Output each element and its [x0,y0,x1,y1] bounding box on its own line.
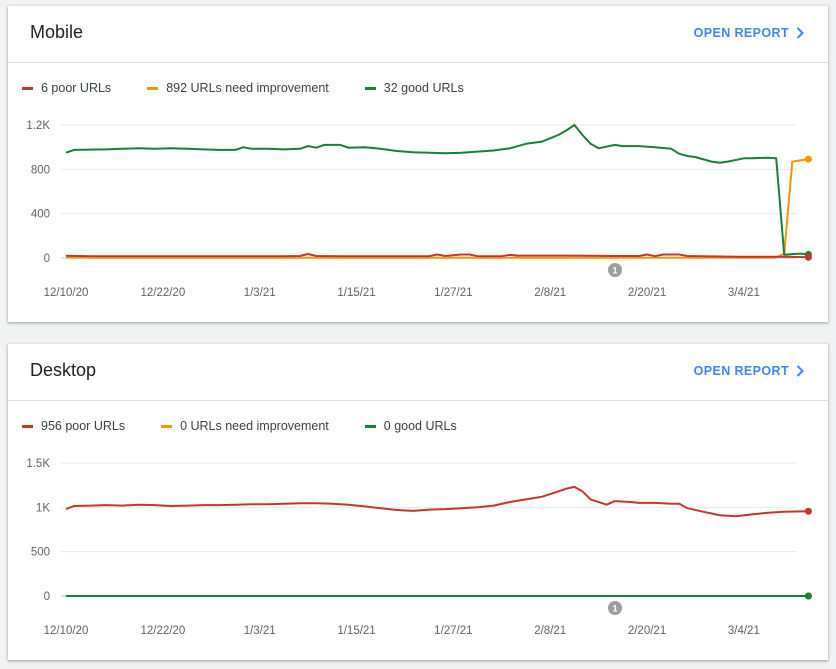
desktop-open-report-button[interactable]: OPEN REPORT [694,364,804,378]
mobile-line-chart: 0 400 800 1.2K 12/10/20 12/22/20 1/3/21 1/15/21… [26,120,812,299]
x-tick-label: 12/10/20 [44,625,89,637]
series-line-poor [65,253,809,259]
legend-label-poor: 956 poor URLs [41,419,126,433]
series-endpoint-poor [804,253,812,261]
desktop-line-chart: 0 500 1K 1.5K 12/10/20 12/22/20 1/3/21 1/15/21 1… [26,458,812,637]
legend-swatch-need-improvement [161,424,173,428]
series-endpoint-improve [804,155,812,163]
x-tick-label: 1/27/21 [434,287,472,299]
annotation-marker-label: 1 [612,604,617,614]
x-tick-label: 2/20/21 [628,625,666,637]
open-report-label: OPEN REPORT [693,364,789,378]
y-tick-label: 1K [36,502,50,514]
series-endpoint-poor [804,507,812,515]
x-tick-label: 2/8/21 [534,625,566,637]
x-tick-label: 2/8/21 [534,287,566,299]
x-tick-label: 1/27/21 [434,625,472,637]
x-tick-label: 3/4/21 [728,625,760,637]
x-tick-label: 12/22/20 [140,625,185,637]
chevron-right-icon [796,365,804,377]
mobile-chart-legend: 6 poor URLs 892 URLs need improvement 32… [22,81,500,95]
legend-item-poor[interactable]: 6 poor URLs [22,81,111,95]
desktop-report-card: Desktop OPEN REPORT 956 poor URLs 0 URLs… [8,344,828,660]
y-tick-label: 1.2K [26,120,50,132]
annotation-marker[interactable] [608,263,622,277]
x-tick-label: 12/10/20 [44,287,89,299]
series-line-good [65,124,809,256]
legend-item-need-improvement[interactable]: 892 URLs need improvement [147,81,329,95]
card-divider [8,62,828,63]
legend-item-need-improvement[interactable]: 0 URLs need improvement [161,419,329,433]
desktop-chart-legend: 956 poor URLs 0 URLs need improvement 0 … [22,419,493,433]
legend-item-poor[interactable]: 956 poor URLs [22,419,125,433]
x-tick-label: 1/15/21 [337,287,375,299]
desktop-card-title: Desktop [30,360,97,380]
mobile-report-card: Mobile OPEN REPORT 6 poor URLs 892 URLs … [8,6,828,322]
mobile-open-report-button[interactable]: OPEN REPORT [694,26,804,40]
x-tick-label: 1/15/21 [337,625,375,637]
x-tick-label: 2/20/21 [628,287,666,299]
legend-swatch-good [364,424,376,428]
mobile-card-title: Mobile [30,22,84,42]
y-tick-label: 400 [31,209,50,221]
series-line-improve [65,158,809,259]
y-tick-label: 1.5K [26,458,50,470]
y-tick-label: 0 [44,253,50,265]
legend-swatch-need-improvement [147,86,159,90]
legend-label-poor: 6 poor URLs [41,81,112,95]
series-endpoint-good [804,592,812,600]
x-tick-label: 12/22/20 [140,287,185,299]
legend-label-good: 0 good URLs [383,419,457,433]
legend-swatch-poor [22,424,33,428]
chevron-right-icon [796,27,804,39]
y-tick-label: 0 [44,591,50,603]
x-tick-label: 1/3/21 [244,625,276,637]
legend-swatch-poor [22,86,33,90]
series-line-poor [65,485,809,518]
card-divider [8,400,828,401]
legend-item-good[interactable]: 32 good URLs [364,81,464,95]
legend-label-need-improvement: 892 URLs need improvement [166,81,329,95]
open-report-label: OPEN REPORT [693,26,789,40]
legend-label-need-improvement: 0 URLs need improvement [180,419,329,433]
y-tick-label: 500 [31,547,50,559]
annotation-marker[interactable] [608,601,622,615]
x-tick-label: 3/4/21 [728,287,760,299]
y-tick-label: 800 [31,164,50,176]
annotation-marker-label: 1 [612,266,617,276]
legend-label-good: 32 good URLs [383,81,464,95]
x-tick-label: 1/3/21 [244,287,276,299]
legend-swatch-good [364,86,376,90]
legend-item-good[interactable]: 0 good URLs [364,419,457,433]
